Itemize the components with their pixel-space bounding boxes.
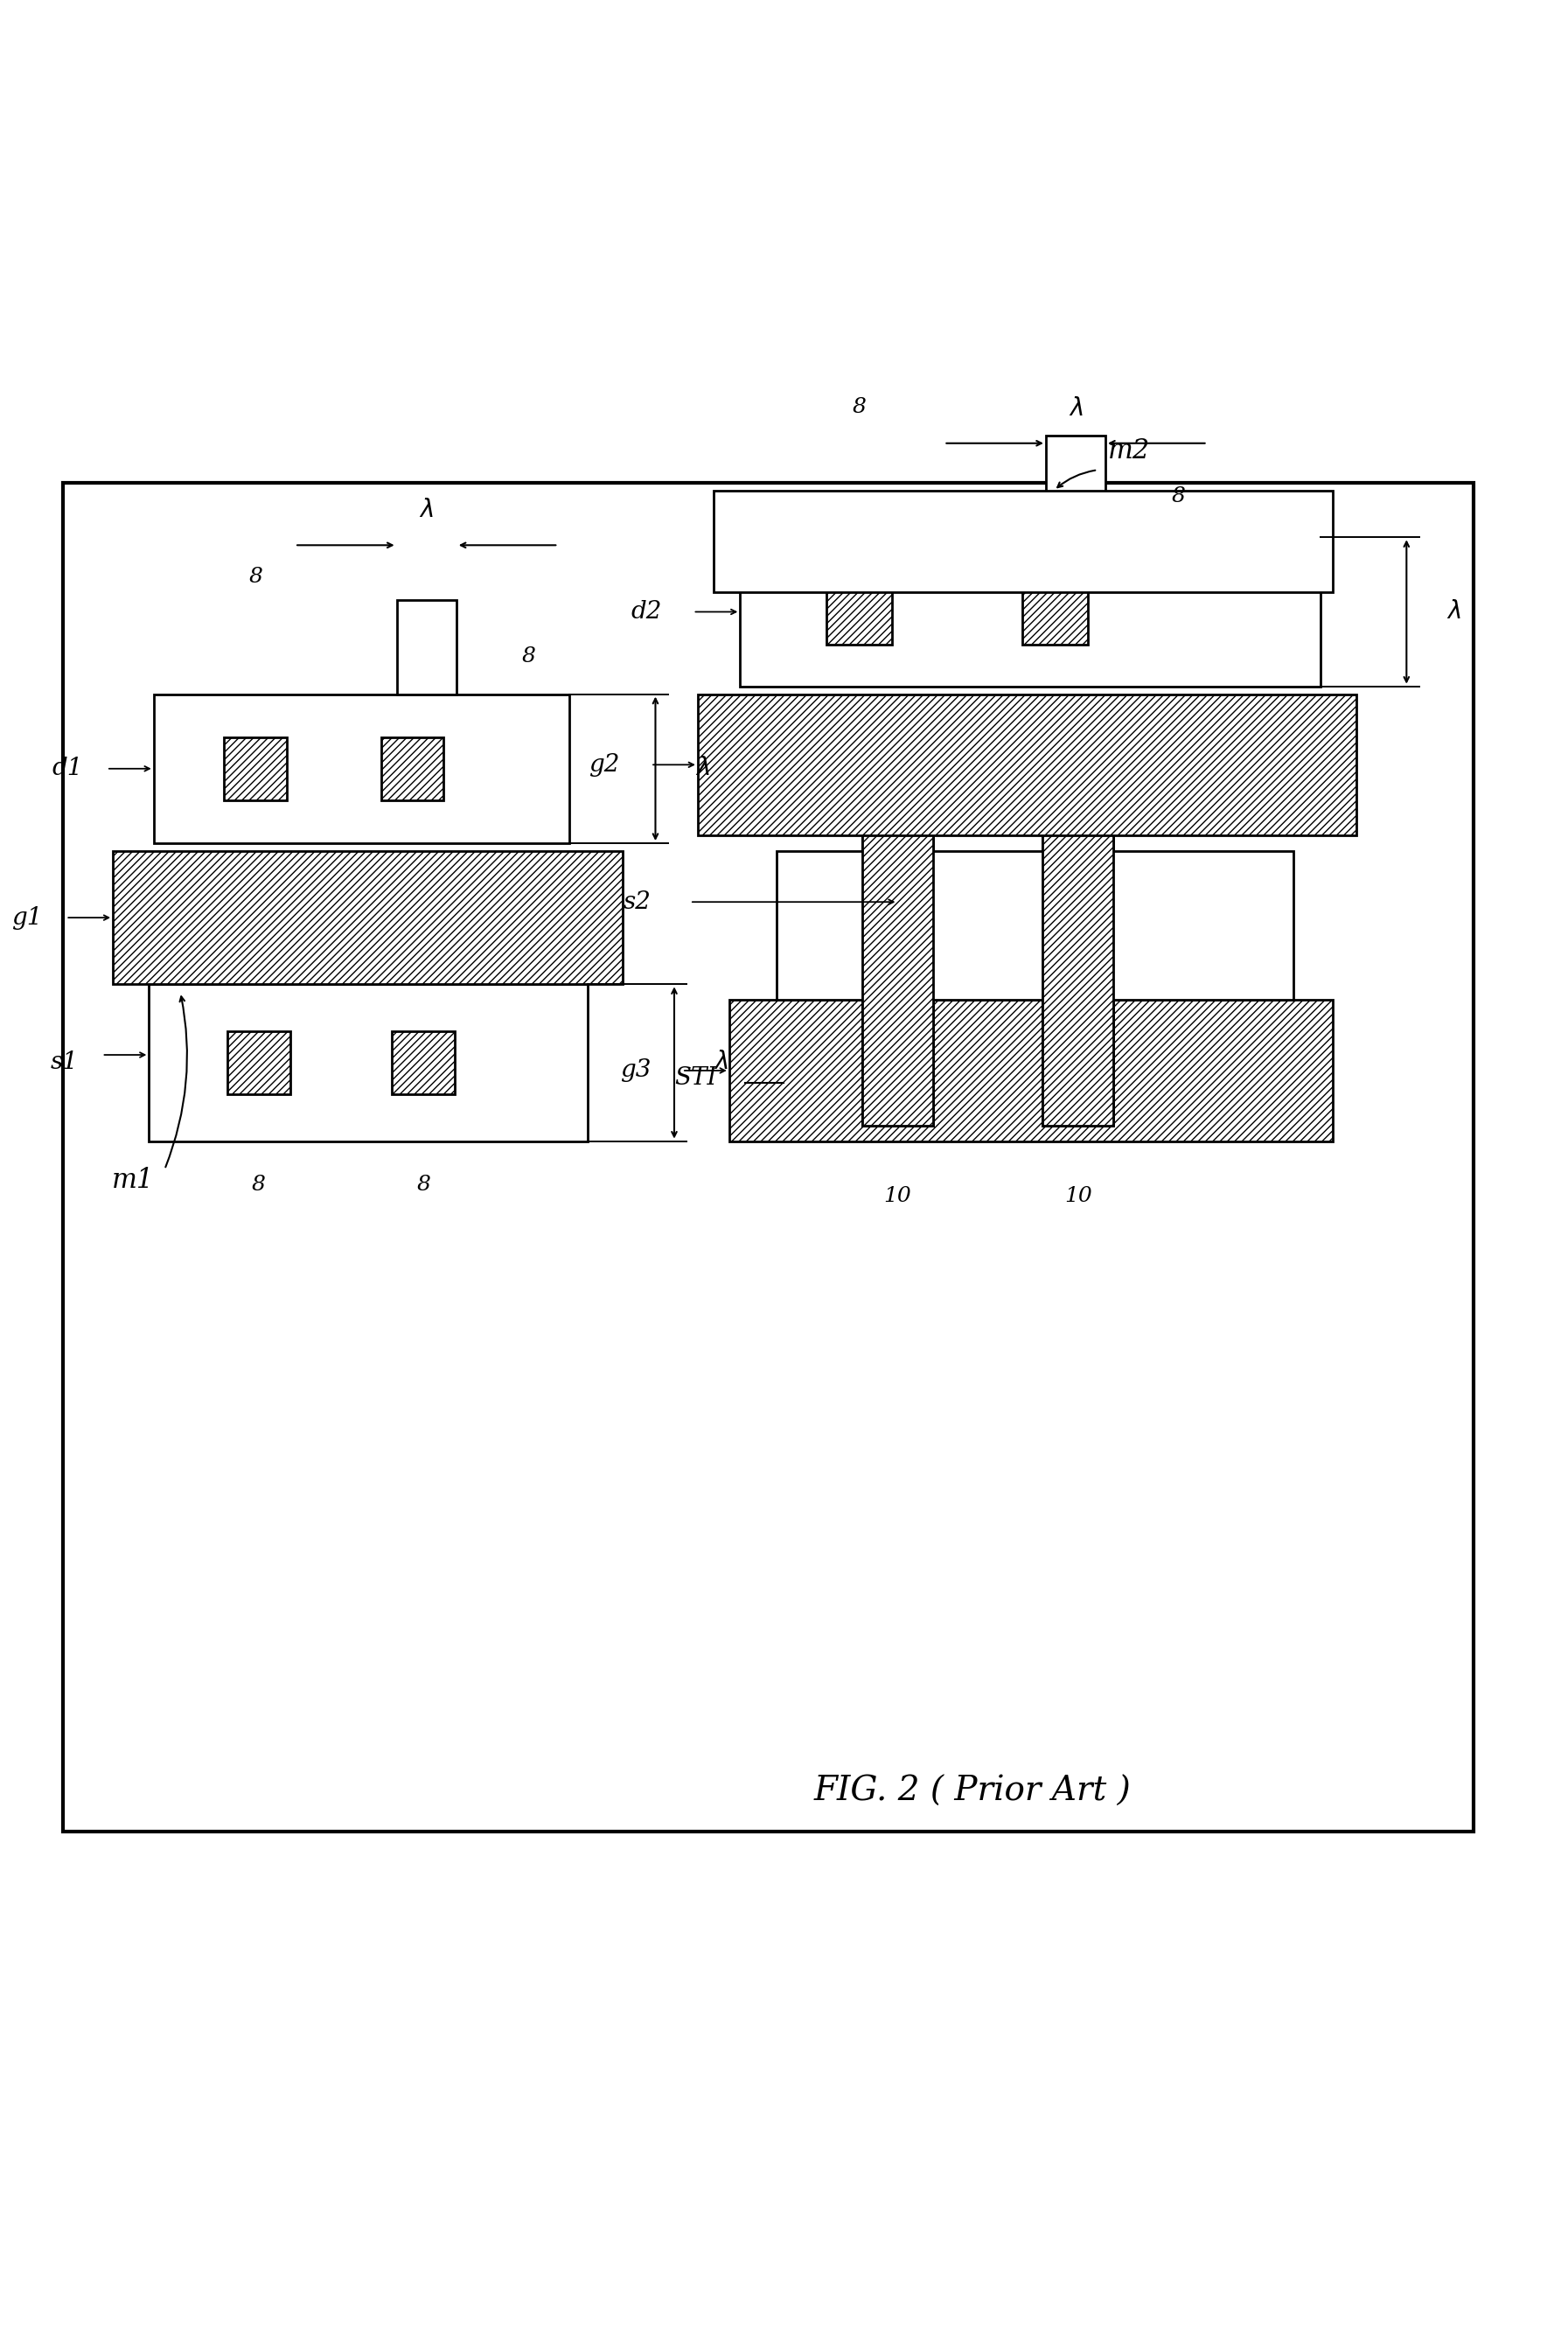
Text: $\lambda$: $\lambda$ xyxy=(713,1051,729,1074)
Bar xyxy=(862,764,933,1126)
Text: $\lambda$: $\lambda$ xyxy=(695,757,710,781)
Text: m1: m1 xyxy=(113,1168,154,1194)
Bar xyxy=(826,579,892,645)
Bar xyxy=(224,736,287,800)
Bar xyxy=(63,483,1474,1831)
Text: FIG. 2 ( Prior Art ): FIG. 2 ( Prior Art ) xyxy=(814,1775,1131,1808)
Bar xyxy=(149,985,588,1142)
Bar xyxy=(392,1032,455,1095)
Text: d1: d1 xyxy=(52,757,83,781)
Text: 8: 8 xyxy=(522,647,536,666)
Bar xyxy=(381,736,444,800)
Bar xyxy=(776,851,1294,999)
Text: 8: 8 xyxy=(249,567,262,586)
Text: m2: m2 xyxy=(1109,439,1149,464)
Bar xyxy=(397,600,456,694)
Text: 8: 8 xyxy=(252,1175,265,1196)
Bar xyxy=(740,537,1320,687)
Text: $\lambda$: $\lambda$ xyxy=(1068,396,1083,420)
Text: 8: 8 xyxy=(417,1175,430,1196)
Text: 8: 8 xyxy=(853,396,866,417)
Text: $\lambda$: $\lambda$ xyxy=(419,499,434,523)
Bar xyxy=(713,490,1333,593)
Bar xyxy=(113,851,622,985)
Bar xyxy=(698,694,1356,835)
Text: g1: g1 xyxy=(11,905,42,929)
Text: s1: s1 xyxy=(50,1051,78,1074)
Text: 10: 10 xyxy=(1065,1187,1091,1205)
Bar xyxy=(1046,436,1105,537)
Text: $\lambda$: $\lambda$ xyxy=(1446,600,1461,624)
Text: 8: 8 xyxy=(1171,485,1185,507)
Text: 10: 10 xyxy=(884,1187,911,1205)
Text: g3: g3 xyxy=(619,1058,651,1083)
Bar xyxy=(227,1032,290,1095)
Bar xyxy=(1043,764,1113,1126)
Bar xyxy=(1043,764,1113,1126)
Text: STI: STI xyxy=(674,1067,717,1090)
Bar xyxy=(862,764,933,1126)
Bar xyxy=(1022,579,1088,645)
Text: d2: d2 xyxy=(630,600,662,624)
Bar xyxy=(729,999,1333,1142)
Text: g2: g2 xyxy=(588,753,619,776)
Text: s2: s2 xyxy=(622,891,651,915)
Bar xyxy=(154,694,569,844)
